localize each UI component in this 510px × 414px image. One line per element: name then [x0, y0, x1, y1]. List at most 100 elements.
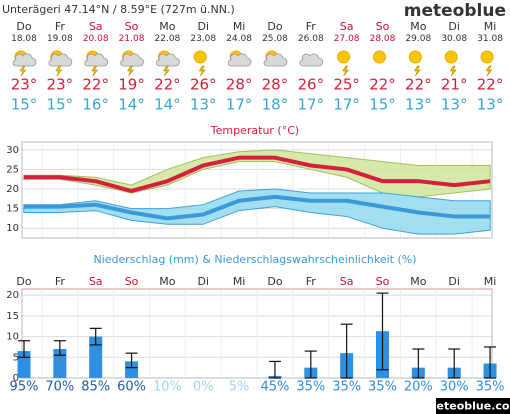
y-tick-label: 20 [6, 290, 19, 301]
min-temp: 14° [118, 96, 145, 114]
day-name: So [376, 20, 390, 33]
min-temp: 13° [441, 96, 468, 114]
day-date: 29.08 [405, 34, 431, 44]
probability-label: 20% [404, 380, 433, 395]
icon-sun [373, 50, 386, 64]
temperature-line [23, 194, 491, 221]
day-name: Sa [89, 20, 103, 33]
x-tick-label: Di [197, 275, 209, 288]
y-tick-label: 5 [13, 352, 19, 363]
weather-icon [263, 50, 288, 67]
min-temp: 15° [11, 96, 38, 114]
x-tick-label: Mi [484, 275, 497, 288]
max-temp: 23° [11, 76, 38, 94]
probability-label: 30% [440, 380, 469, 395]
icon-lightning [162, 65, 170, 77]
day-date: 24.08 [226, 34, 252, 44]
day-date: 19.08 [47, 34, 73, 44]
weather-icon [12, 50, 37, 77]
icon-cloud [156, 53, 180, 67]
probability-label: 70% [45, 380, 74, 395]
icon-lightning [91, 65, 99, 77]
precipitation-bar [53, 349, 67, 378]
precipitation-range [18, 340, 30, 358]
y-tick-label: 10 [6, 332, 19, 343]
y-tick-label: 0 [13, 373, 19, 384]
max-temp: 22° [405, 76, 432, 94]
precipitation-range [89, 327, 102, 346]
weather-icon [120, 50, 144, 77]
day-date: 23.08 [190, 34, 216, 44]
day-date: 26.08 [298, 34, 324, 44]
icon-sun [408, 50, 422, 64]
weather-icon [48, 50, 73, 77]
x-tick-label: Di [448, 275, 460, 288]
precipitation-range [304, 350, 317, 379]
weather-icon [227, 50, 252, 67]
icon-lightning [19, 65, 27, 77]
day-name: Sa [340, 20, 354, 33]
temperature-band [23, 149, 491, 198]
precipitation-range [125, 352, 138, 369]
probability-label: 35% [332, 380, 361, 395]
icon-lightning [198, 65, 206, 77]
icon-sun [337, 50, 351, 64]
y-tick-label: 30 [6, 145, 19, 156]
min-temp: 13° [477, 96, 504, 114]
weather-icon [84, 50, 109, 77]
day-name: Do [16, 20, 31, 33]
day-date: 31.08 [477, 34, 503, 44]
min-temp: 13° [190, 96, 217, 114]
plot-frame [21, 141, 493, 239]
probability-label: 10% [153, 380, 182, 395]
x-tick-label: Mo [159, 275, 175, 288]
min-temp: 16° [82, 96, 109, 114]
weather-icon [373, 50, 386, 64]
probability-label: 35% [368, 380, 397, 395]
probability-label: 35% [476, 380, 505, 395]
day-date: 18.08 [11, 34, 37, 44]
icon-sun [193, 50, 207, 64]
weather-icon [156, 50, 180, 77]
y-tick-label: 15 [6, 204, 19, 215]
x-tick-label: Fr [306, 275, 317, 288]
x-tick-label: So [376, 275, 390, 288]
precipitation-range [484, 346, 497, 379]
y-tick-label: 10 [6, 223, 19, 234]
location: Unterägeri 47.14°N / 8.59°E (727m ü.NN.) [2, 3, 235, 16]
x-tick-label: Do [16, 275, 31, 288]
max-temp: 22° [82, 76, 109, 94]
chart-title: Niederschlag (mm) & Niederschlagswahrsch… [93, 253, 416, 266]
x-tick-label: Mi [233, 275, 246, 288]
icon-lightning [55, 65, 63, 77]
y-tick-label: 15 [6, 311, 19, 322]
y-tick-label: 25 [6, 164, 19, 175]
day-date: 28.08 [370, 34, 396, 44]
min-temp: 17° [298, 96, 325, 114]
day-name: Do [267, 20, 282, 33]
day-date: 27.08 [334, 34, 360, 44]
day-date: 20.08 [83, 34, 109, 44]
day-name: Mi [233, 20, 246, 33]
y-tick-label: 20 [6, 184, 19, 195]
icon-lightning [485, 65, 493, 77]
min-temp: 17° [226, 96, 253, 114]
icon-lightning [449, 65, 457, 77]
day-name: Mo [410, 20, 426, 33]
icon-lightning [127, 65, 135, 77]
max-temp: 19° [118, 76, 145, 94]
max-temp: 23° [47, 76, 74, 94]
min-temp: 15° [369, 96, 396, 114]
icon-cloud [263, 53, 288, 67]
max-temp: 28° [226, 76, 253, 94]
icon-cloud [227, 53, 252, 67]
probability-label: 35% [296, 380, 325, 395]
precipitation-bar [125, 361, 139, 378]
footer: meteoblue.com [425, 400, 510, 413]
icon-lightning [342, 65, 350, 77]
precipitation-range [448, 348, 461, 379]
x-tick-label: Sa [340, 275, 354, 288]
max-temp: 25° [333, 76, 360, 94]
day-name: Mi [484, 20, 497, 33]
temperature-line [23, 155, 491, 193]
